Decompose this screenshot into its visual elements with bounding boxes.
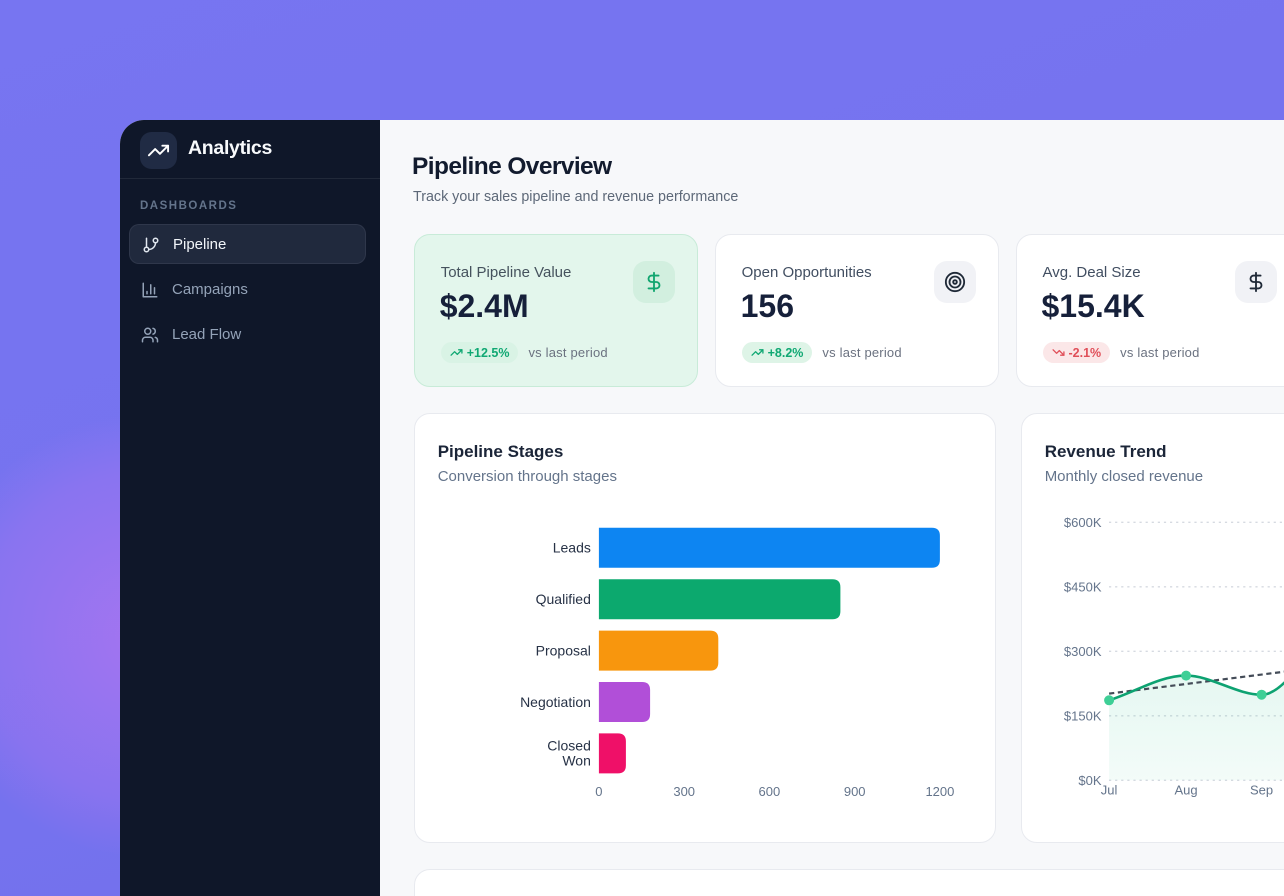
svg-text:Negotiation: Negotiation <box>520 694 591 710</box>
svg-text:300: 300 <box>673 784 695 799</box>
svg-text:600: 600 <box>758 784 780 799</box>
svg-text:1200: 1200 <box>925 784 954 799</box>
svg-text:Sep: Sep <box>1250 783 1273 798</box>
svg-text:$450K: $450K <box>1064 579 1102 594</box>
svg-text:Closed: Closed <box>547 738 591 754</box>
svg-text:Leads: Leads <box>552 540 590 556</box>
svg-text:$150K: $150K <box>1064 708 1102 723</box>
svg-text:900: 900 <box>844 784 866 799</box>
svg-text:Proposal: Proposal <box>535 642 590 658</box>
svg-text:$300K: $300K <box>1064 644 1102 659</box>
svg-text:Jul: Jul <box>1100 783 1117 798</box>
svg-text:0: 0 <box>595 784 602 799</box>
svg-text:$0K: $0K <box>1078 773 1101 788</box>
svg-text:Won: Won <box>562 753 591 769</box>
svg-text:Aug: Aug <box>1174 783 1197 798</box>
svg-text:$600K: $600K <box>1064 515 1102 530</box>
svg-text:Qualified: Qualified <box>535 591 590 607</box>
